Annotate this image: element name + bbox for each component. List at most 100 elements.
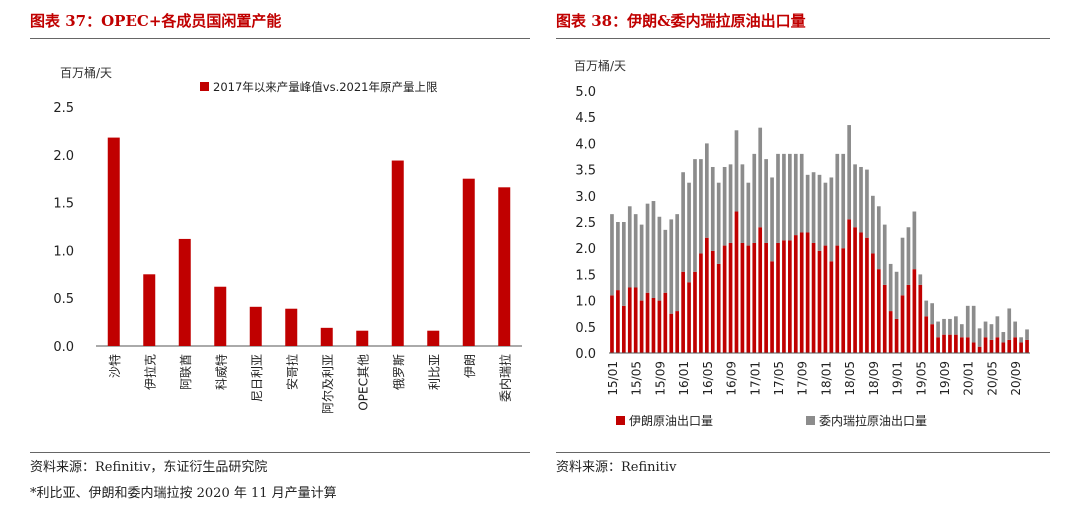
- right-x-tick-label: 15/05: [630, 361, 644, 396]
- iran-bar: [788, 240, 792, 353]
- venezuela-bar: [764, 159, 768, 243]
- iran-bar: [989, 339, 994, 353]
- right-chart-title: 图表 38：伊朗&委内瑞拉原油出口量: [556, 12, 806, 30]
- left-x-tick-group: 委内瑞拉: [497, 354, 512, 402]
- venezuela-bar: [621, 222, 626, 306]
- left-bar: [143, 274, 156, 346]
- venezuela-bar: [865, 169, 869, 238]
- venezuela-bar: [770, 177, 774, 262]
- right-x-tick-group: 18/01: [819, 361, 833, 396]
- right-x-tick-group: 15/01: [606, 361, 620, 396]
- venezuela-bar: [948, 318, 952, 335]
- iran-bar: [983, 337, 988, 353]
- right-x-tick-group: 19/05: [914, 361, 928, 396]
- iran-bar: [805, 232, 810, 353]
- right-x-tick-label: 16/09: [725, 361, 739, 396]
- venezuela-bar: [740, 164, 745, 243]
- right-y-tick-label: 0.5: [575, 321, 596, 336]
- venezuela-bar: [971, 305, 976, 343]
- iran-bar: [776, 242, 780, 353]
- iran-bar: [906, 284, 911, 353]
- right-x-tick-group: 19/09: [938, 361, 952, 396]
- iran-bar: [663, 292, 668, 353]
- venezuela-bar: [681, 172, 685, 272]
- iran-bar: [799, 232, 804, 353]
- iran-bar: [965, 337, 970, 353]
- iran-bar: [746, 245, 751, 353]
- venezuela-bar: [823, 182, 828, 246]
- left-x-tick-group: 阿联酋: [178, 354, 193, 390]
- venezuela-bar: [734, 130, 739, 212]
- left-x-tick-label: 委内瑞拉: [497, 354, 512, 402]
- left-x-tick-group: 安哥拉: [284, 354, 299, 390]
- left-x-tick-group: 阿尔及利亚: [320, 354, 335, 414]
- right-y-tick-label: 0.0: [575, 347, 596, 362]
- venezuela-bar: [716, 182, 721, 264]
- iran-bar: [1025, 339, 1029, 353]
- left-x-tick-group: 利比亚: [427, 354, 441, 390]
- right-x-tick-label: 19/01: [891, 361, 905, 396]
- iran-bar: [1013, 337, 1018, 353]
- left-x-tick-label: 安哥拉: [284, 354, 299, 390]
- right-legend-label-iran: 伊朗原油出口量: [629, 414, 713, 428]
- venezuela-bar: [1001, 332, 1006, 343]
- right-x-tick-label: 17/01: [748, 361, 762, 396]
- venezuela-bar: [805, 174, 810, 233]
- right-x-tick-group: 18/05: [843, 361, 857, 396]
- left-x-tick-label: 沙特: [107, 354, 122, 378]
- iran-bar: [752, 242, 757, 353]
- left-x-tick-label: 伊拉克: [142, 354, 157, 390]
- iran-bar: [1019, 342, 1023, 353]
- right-y-tick-label: 1.5: [575, 268, 596, 283]
- venezuela-bar: [799, 153, 804, 233]
- iran-bar: [876, 269, 881, 353]
- iran-bar: [829, 261, 834, 353]
- left-x-tick-label: OPEC其他: [356, 354, 370, 411]
- left-bar: [214, 286, 227, 346]
- venezuela-bar: [983, 321, 988, 338]
- left-bar: [320, 327, 333, 346]
- venezuela-bar: [728, 164, 733, 243]
- venezuela-bar: [776, 153, 780, 243]
- left-x-tick-label: 科威特: [213, 354, 228, 390]
- venezuela-bar: [610, 214, 614, 296]
- iran-bar: [627, 287, 632, 353]
- iran-bar: [657, 300, 662, 353]
- venezuela-bar: [627, 206, 632, 288]
- venezuela-bar: [693, 159, 697, 272]
- right-x-tick-group: 15/09: [653, 361, 667, 396]
- left-x-tick-label: 利比亚: [427, 354, 441, 390]
- right-y-tick-label: 1.0: [575, 295, 596, 310]
- iran-bar: [900, 295, 905, 353]
- left-x-tick-label: 俄罗斯: [392, 354, 406, 390]
- iran-bar: [1001, 342, 1006, 353]
- venezuela-bar: [936, 321, 940, 338]
- venezuela-bar: [782, 153, 786, 241]
- venezuela-bar: [930, 303, 935, 325]
- right-x-tick-group: 18/09: [867, 361, 881, 396]
- iran-bar: [971, 342, 976, 353]
- left-bar: [249, 306, 262, 346]
- right-y-tick-label: 5.0: [575, 85, 596, 100]
- right-x-tick-group: 17/01: [748, 361, 762, 396]
- iran-bar: [871, 253, 875, 353]
- venezuela-bar: [906, 227, 911, 285]
- venezuela-bar: [722, 166, 727, 246]
- iran-bar: [924, 316, 929, 353]
- right-x-tick-label: 20/05: [985, 361, 999, 396]
- iran-bar: [639, 300, 644, 353]
- right-x-tick-group: 16/09: [725, 361, 739, 396]
- right-x-tick-group: 17/05: [772, 361, 786, 396]
- left-x-tick-group: 尼日利亚: [250, 354, 264, 402]
- venezuela-bar: [900, 237, 905, 296]
- left-chart-title: 图表 37：OPEC+各成员国闲置产能: [30, 12, 282, 30]
- venezuela-bar: [675, 214, 680, 312]
- left-x-tick-group: OPEC其他: [356, 354, 370, 411]
- right-stacked-bar-chart: 百万桶/天 0.0 0.5 1.0 1.5 2.0 2.5 3.0 3.5 4.0 4.5 5.0 15…: [574, 58, 1030, 428]
- left-x-tick-label: 尼日利亚: [250, 354, 264, 402]
- left-y-axis-unit: 百万桶/天: [60, 65, 112, 80]
- iran-bar: [1007, 339, 1012, 353]
- venezuela-bar: [853, 164, 857, 228]
- left-x-tick-group: 俄罗斯: [392, 354, 406, 390]
- venezuela-bar: [793, 153, 798, 236]
